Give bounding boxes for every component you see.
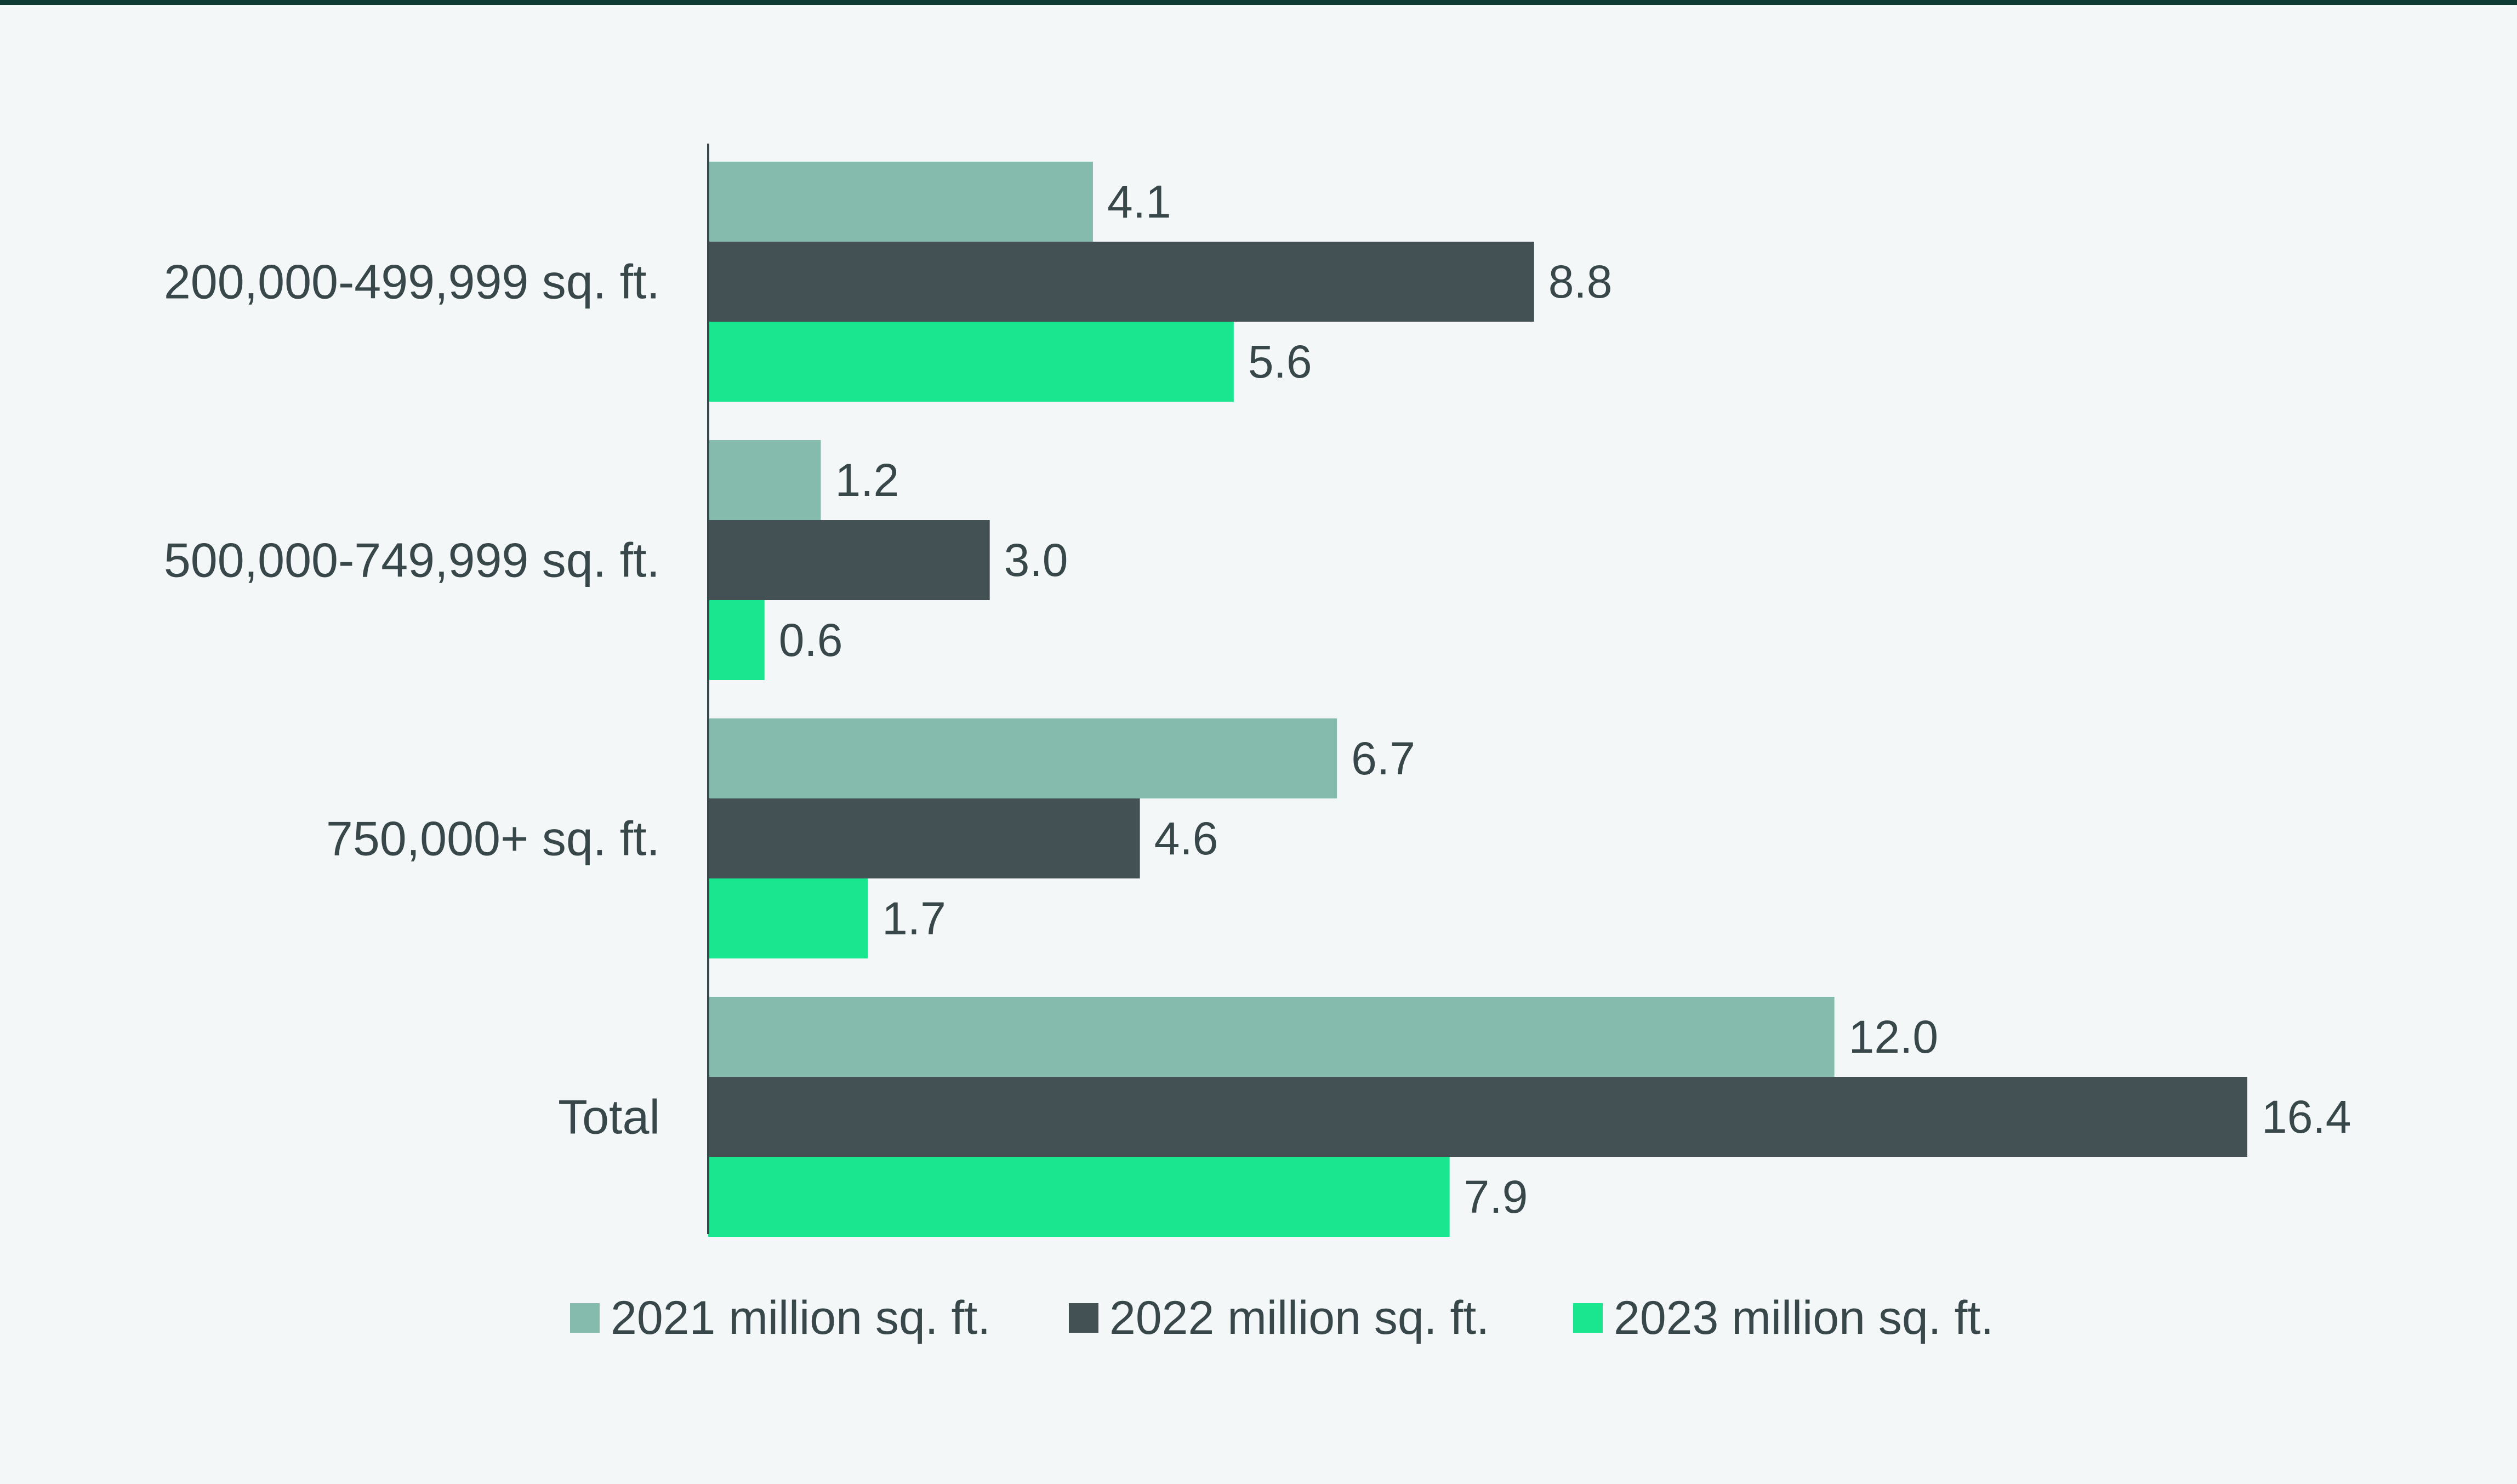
top-rule [0,0,2517,5]
bar-3-4 [708,1157,1450,1237]
value-label-1-4: 12.0 [1849,1011,1939,1063]
legend-label-1: 2021 million sq. ft. [611,1292,990,1344]
value-label-1-3: 6.7 [1351,733,1415,784]
legend-swatch-1 [570,1303,600,1333]
value-label-1-2: 1.2 [835,454,899,506]
bars-layer [708,162,2247,1237]
legend-label-2: 2022 million sq. ft. [1109,1292,1489,1344]
category-label-1: 200,000-499,999 sq. ft. [164,255,660,309]
category-label-4: Total [558,1090,660,1144]
bar-3-2 [708,600,765,680]
legend-swatch-2 [1069,1303,1098,1333]
value-label-3-1: 5.6 [1248,336,1312,387]
value-label-2-1: 8.8 [1548,256,1613,307]
value-label-2-2: 3.0 [1004,534,1068,586]
category-labels-layer: 200,000-499,999 sq. ft. 500,000-749,999 s… [164,255,660,1144]
bar-2-2 [708,520,990,600]
value-label-3-2: 0.6 [779,614,843,666]
bar-2-1 [708,242,1534,322]
category-label-2: 500,000-749,999 sq. ft. [164,533,660,587]
value-label-1-1: 4.1 [1107,176,1171,227]
category-label-3: 750,000+ sq. ft. [326,812,660,866]
bar-1-3 [708,718,1337,798]
bar-3-1 [708,322,1234,402]
legend-swatch-3 [1573,1303,1603,1333]
bar-1-4 [708,997,1835,1077]
value-label-2-3: 4.6 [1154,813,1218,864]
value-label-3-3: 1.7 [882,893,946,944]
bar-2-4 [708,1077,2247,1157]
bar-1-1 [708,162,1093,242]
value-label-3-4: 7.9 [1464,1171,1528,1223]
value-label-2-4: 16.4 [2262,1091,2351,1143]
value-labels-layer: 4.1 8.8 5.6 1.2 3.0 0.6 6.7 4.6 1.7 12.0 16.4 7.9 [779,176,2351,1223]
legend-label-3: 2023 million sq. ft. [1614,1292,1994,1344]
bar-2-3 [708,798,1140,878]
legend: 2021 million sq. ft. 2022 million sq. ft.… [570,1292,1994,1344]
bar-3-3 [708,878,868,958]
bar-1-2 [708,440,821,520]
